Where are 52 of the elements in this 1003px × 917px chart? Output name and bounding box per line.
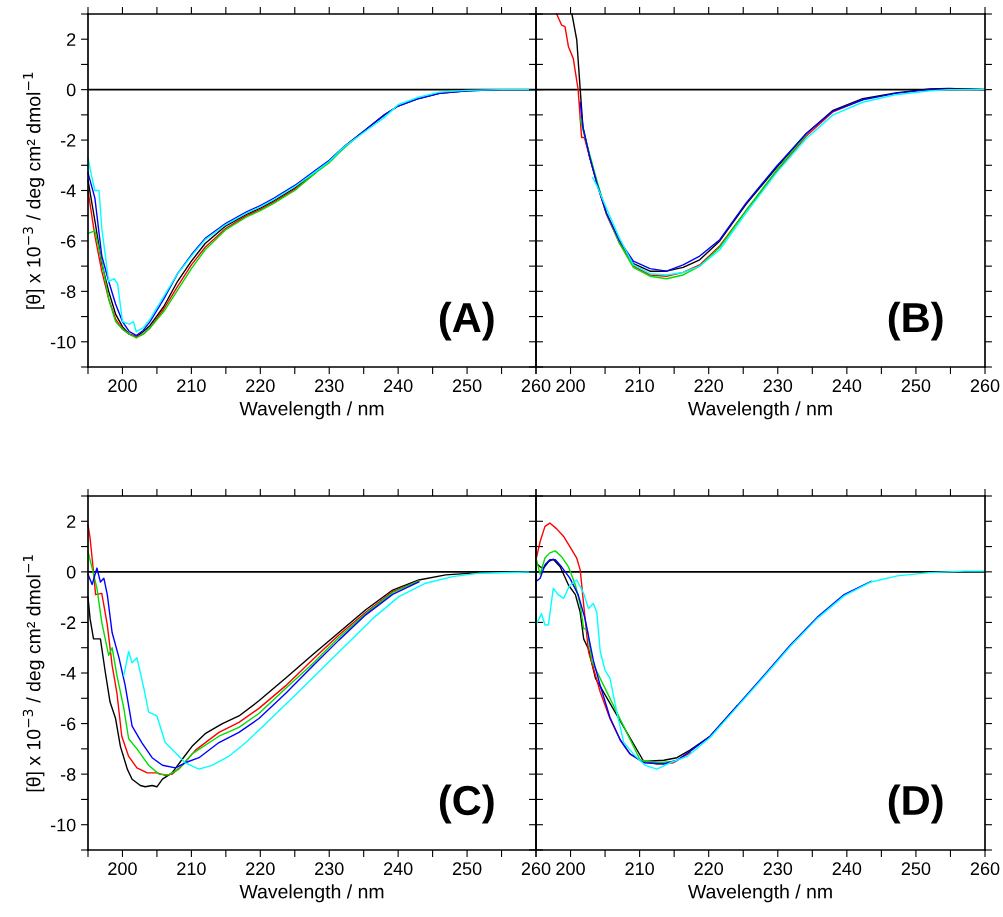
x-tick-label: 220 — [694, 862, 724, 876]
x-tick-label: 260 — [521, 862, 551, 876]
x-tick-label: 230 — [315, 862, 344, 876]
y-tick-label: 0 — [66, 83, 76, 97]
x-tick-label: 220 — [246, 379, 275, 393]
x-tick-label: 210 — [625, 379, 654, 393]
y-tick-label: -6 — [60, 234, 76, 248]
x-tick-label: 210 — [177, 862, 206, 876]
annotation: (A) — [439, 301, 494, 341]
y-tick-label: -4 — [60, 184, 76, 198]
y-tick-label: -10 — [50, 335, 76, 349]
x-tick-label: 200 — [108, 379, 137, 393]
x-tick-label: 230 — [315, 379, 344, 393]
x-axis-title: Wavelength / nm — [688, 401, 832, 420]
x-tick-label: 210 — [177, 379, 206, 393]
y-tick-label: -6 — [60, 717, 76, 731]
x-tick-label: 230 — [763, 379, 793, 393]
y-axis-title: [θ] x 10$^{−3}$ / deg cm² dmol$^{−1}$ — [22, 72, 45, 309]
annotation: (C) — [439, 784, 494, 824]
x-tick-label: 240 — [832, 379, 862, 393]
x-tick-label: 250 — [901, 379, 931, 393]
y-tick-label: -8 — [60, 285, 76, 299]
y-tick-label: 2 — [67, 515, 76, 528]
x-tick-label: 240 — [384, 379, 413, 393]
y-tick-label: 0 — [66, 565, 76, 579]
x-tick-label: 260 — [970, 379, 1000, 393]
x-tick-label: 230 — [763, 862, 793, 876]
y-tick-label: -2 — [60, 134, 76, 147]
x-tick-label: 250 — [901, 862, 931, 876]
y-axis-title: [θ] x 10$^{−3}$ / deg cm² dmol$^{−1}$ — [22, 555, 45, 792]
x-tick-label: 220 — [694, 379, 724, 393]
y-tick-label: 2 — [67, 33, 76, 46]
y-tick-label: -4 — [60, 667, 76, 680]
x-axis-title: Wavelength / nm — [239, 401, 384, 420]
y-tick-label: -8 — [60, 768, 76, 781]
x-tick-label: 210 — [625, 862, 654, 876]
x-tick-label: 240 — [832, 862, 862, 876]
annotation: (D) — [888, 784, 943, 824]
x-tick-label: 260 — [521, 379, 551, 393]
x-tick-label: 220 — [246, 862, 275, 876]
x-tick-label: 260 — [970, 862, 1000, 876]
x-axis-title: Wavelength / nm — [688, 884, 832, 903]
x-tick-label: 200 — [556, 862, 585, 876]
annotation: (B) — [888, 301, 943, 341]
x-tick-label: 200 — [108, 862, 137, 876]
x-tick-label: 200 — [556, 379, 585, 393]
y-tick-label: -2 — [60, 616, 76, 629]
x-tick-label: 240 — [384, 862, 413, 876]
x-axis-title: Wavelength / nm — [239, 884, 384, 903]
y-tick-label: -10 — [50, 818, 76, 832]
x-tick-label: 250 — [452, 379, 482, 393]
x-tick-label: 250 — [452, 862, 482, 876]
